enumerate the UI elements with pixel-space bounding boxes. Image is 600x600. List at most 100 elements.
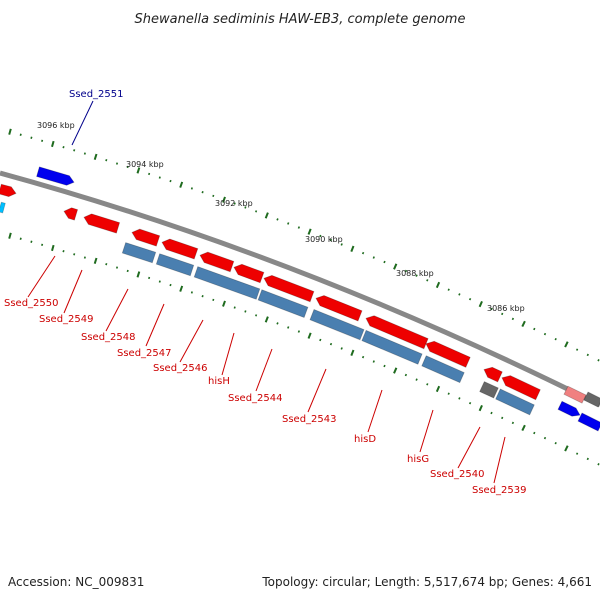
reverse-gene-2 — [193, 266, 261, 300]
tick-mark — [307, 332, 312, 339]
tick-mark — [447, 288, 450, 291]
scale-label-3094: 3094 kbp — [126, 160, 164, 169]
scale-labels: 3096 kbp 3094 kbp 3092 kbp 3090 kbp 3088… — [37, 121, 525, 313]
tick-mark — [136, 271, 141, 278]
tick-mark — [435, 385, 441, 393]
tick-mark — [435, 281, 441, 289]
tick-mark — [190, 187, 193, 190]
reverse-cds-2 — [131, 228, 161, 247]
tick-mark — [350, 349, 355, 356]
tick-mark — [41, 243, 44, 247]
label-leader-lines — [27, 100, 506, 484]
outer-tick-track — [8, 128, 600, 362]
gene-label-ssed-2540[interactable]: Ssed_2540 — [430, 469, 485, 480]
tick-mark — [276, 322, 279, 325]
tick-mark — [30, 240, 33, 243]
tick-mark — [511, 317, 515, 321]
scale-label-3088: 3088 kbp — [396, 269, 434, 278]
tick-mark — [372, 256, 375, 259]
tick-mark — [533, 431, 536, 435]
tick-mark — [244, 310, 247, 313]
gene-label-ssed-2539[interactable]: Ssed_2539 — [472, 485, 527, 496]
gene-label-ssed-2544[interactable]: Ssed_2544 — [228, 393, 283, 404]
reverse-cds-9 — [425, 340, 471, 368]
tick-mark — [73, 149, 76, 152]
reverse-gene-6 — [421, 355, 465, 384]
tick-mark — [62, 145, 65, 149]
accession-text: Accession: NC_009831 — [8, 575, 144, 589]
tick-mark — [404, 373, 408, 377]
reverse-cds-0 — [63, 207, 79, 221]
leader-line-reverse — [105, 288, 129, 332]
tick-mark — [329, 342, 333, 346]
gene-label-ssed-2551[interactable]: Ssed_2551 — [69, 89, 124, 100]
tick-mark — [148, 172, 151, 176]
tick-mark — [30, 136, 33, 139]
tick-mark — [169, 283, 172, 287]
tick-mark — [340, 243, 343, 246]
tick-mark — [179, 181, 184, 188]
tick-mark — [93, 257, 98, 265]
tick-mark — [490, 307, 493, 311]
leader-line-reverse — [179, 319, 204, 363]
gene-label-ssed-2550[interactable]: Ssed_2550 — [4, 298, 59, 309]
reverse-cds-3 — [161, 238, 199, 260]
tick-mark — [212, 194, 215, 198]
tick-mark — [255, 210, 258, 213]
tick-mark — [597, 463, 600, 466]
gene-label-ssed-2546[interactable]: Ssed_2546 — [153, 363, 208, 374]
reverse-cds-1 — [83, 213, 121, 234]
genome-backbone — [0, 170, 600, 408]
gene-label-ssed-2543[interactable]: Ssed_2543 — [282, 414, 337, 425]
tick-mark — [468, 297, 472, 301]
gene-label-ssed-2549[interactable]: Ssed_2549 — [39, 314, 94, 325]
tick-mark — [501, 416, 504, 420]
leader-line-forward — [71, 100, 94, 146]
tick-mark — [201, 294, 204, 298]
tick-mark — [319, 338, 322, 342]
leader-line-reverse — [493, 436, 506, 484]
tick-mark — [201, 190, 204, 194]
tick-mark — [73, 253, 76, 256]
tick-mark — [383, 364, 386, 368]
tick-mark — [361, 355, 365, 359]
tick-mark — [383, 260, 386, 264]
tick-mark — [597, 359, 600, 362]
tick-mark — [8, 128, 12, 135]
reverse-cds-11 — [501, 375, 541, 401]
gene-label-ssed-2548[interactable]: Ssed_2548 — [81, 332, 136, 343]
tick-mark — [212, 298, 215, 302]
tick-mark — [51, 244, 55, 252]
leader-line-reverse — [27, 255, 56, 298]
tick-mark — [404, 269, 408, 273]
forward-gene-ssed-2551 — [36, 166, 75, 186]
tick-mark — [350, 245, 355, 252]
leader-line-reverse — [63, 269, 83, 314]
reverse-gene-1 — [155, 253, 195, 277]
tick-mark — [478, 404, 483, 412]
pseudo-gene — [479, 381, 499, 399]
tick-mark — [83, 256, 86, 259]
tick-mark — [426, 279, 429, 282]
scale-label-3092: 3092 kbp — [215, 199, 253, 208]
tick-mark — [115, 266, 119, 269]
gene-label-ssed-2547[interactable]: Ssed_2547 — [117, 348, 172, 359]
leader-line-reverse — [367, 389, 383, 433]
gene-label-hisd[interactable]: hisD — [354, 434, 376, 445]
tick-mark — [136, 167, 141, 174]
tick-mark — [115, 162, 119, 165]
gene-label-hish[interactable]: hisH — [208, 376, 230, 387]
tick-mark — [41, 139, 44, 143]
leader-line-reverse — [221, 332, 235, 376]
tick-mark — [447, 392, 450, 395]
tick-mark — [490, 411, 493, 415]
leader-line-reverse — [145, 303, 165, 347]
genome-summary-text: Topology: circular; Length: 5,517,674 bp… — [261, 575, 592, 589]
gene-label-hisg[interactable]: hisG — [407, 454, 429, 465]
tick-mark — [276, 218, 279, 221]
tick-mark — [8, 232, 12, 239]
tick-mark — [62, 249, 65, 253]
tick-mark — [148, 276, 151, 280]
reverse-cds-5 — [233, 263, 265, 284]
tick-mark — [575, 348, 579, 351]
